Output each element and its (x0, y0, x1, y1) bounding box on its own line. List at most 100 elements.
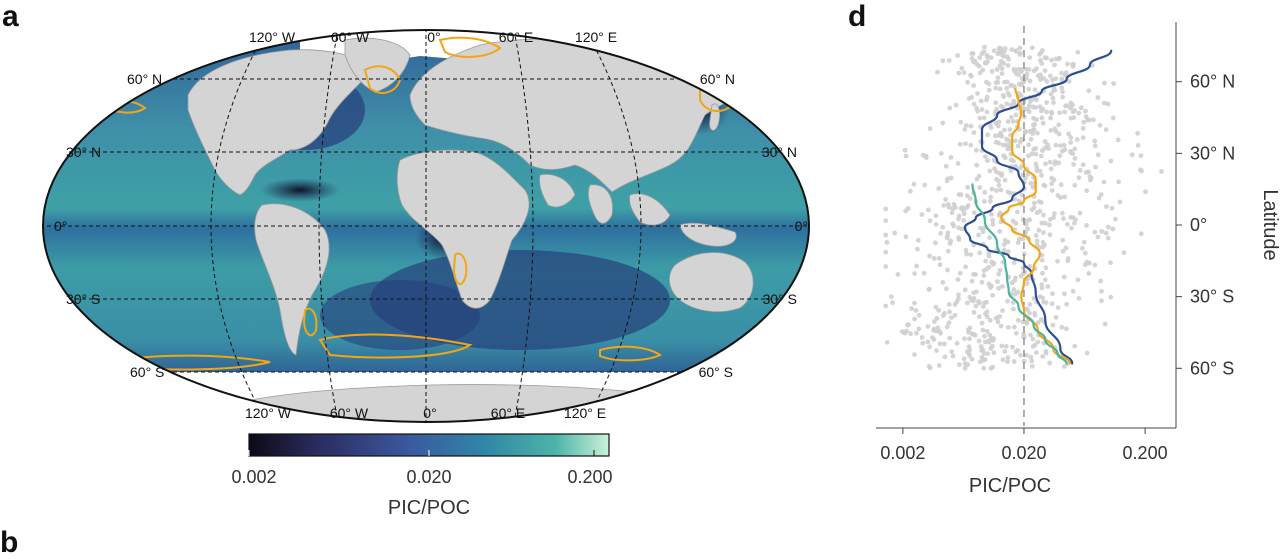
scatter-point (1043, 350, 1049, 356)
scatter-point (1115, 137, 1121, 143)
scatter-point (946, 302, 952, 307)
scatter-point (979, 320, 985, 326)
scatter-point (971, 101, 977, 107)
scatter-point (930, 335, 935, 340)
scatter-point (1076, 175, 1082, 181)
scatter-point (1159, 169, 1164, 174)
scatter-point (984, 109, 990, 115)
scatter-point (1037, 294, 1043, 300)
scatter-point (1028, 332, 1033, 338)
y-tick-label: 60° S (1190, 358, 1234, 378)
scatter-point (987, 235, 992, 241)
scatter-point (1102, 100, 1107, 106)
scatter-point (1135, 143, 1141, 148)
scatter-point (1027, 310, 1032, 316)
scatter-point (989, 259, 995, 265)
scatter-point (1063, 245, 1069, 251)
scatter-point (996, 119, 1002, 125)
scatter-point (1042, 68, 1048, 74)
scatter-point (946, 58, 952, 63)
scatter-point (1002, 127, 1007, 133)
scatter-point (1005, 355, 1011, 360)
scatter-point (920, 340, 926, 346)
lat-label-left-60s: 60° S (130, 364, 164, 380)
scatter-point (984, 266, 990, 272)
scatter-point (933, 222, 939, 227)
scatter-point (969, 278, 975, 284)
scatter-point (994, 188, 999, 193)
scatter-point (1038, 77, 1043, 82)
scatter-point (996, 285, 1001, 291)
scatter-point (982, 44, 987, 50)
scatter-point (1110, 115, 1116, 121)
scatter-point (993, 85, 999, 91)
scatter-point (969, 94, 975, 100)
scatter-point (1033, 146, 1039, 151)
scatter-point (1010, 300, 1016, 305)
scatter-point (971, 130, 977, 136)
scatter-point (1024, 71, 1030, 77)
contour-nz (768, 317, 790, 335)
scatter-point (993, 169, 999, 175)
scatter-point (1021, 358, 1027, 364)
scatter-point (980, 304, 986, 309)
bottom-lon-labels: 120° W 60° W 0° 60° E 120° E (245, 405, 606, 421)
scatter-point (1026, 67, 1032, 72)
scatter-point (945, 176, 951, 182)
scatter-point (1010, 344, 1015, 350)
scatter-point (980, 229, 986, 235)
scatter-point (975, 91, 980, 96)
scatter-point (902, 147, 908, 153)
scatter-point (927, 253, 932, 259)
scatter-point (1034, 350, 1039, 355)
scatter-point (1108, 260, 1113, 266)
se-asia (629, 193, 671, 226)
scatter-point (1027, 55, 1033, 60)
figure-canvas: 120° W 60° W 0° 60° E 120° E 120° W 60° … (42, 22, 1280, 519)
scatter-point (1099, 288, 1104, 294)
scatter-point (1059, 70, 1064, 76)
lat-label-right-60n: 60° N (700, 71, 735, 87)
scatter-point (1040, 48, 1045, 53)
scatter-point (1042, 183, 1048, 189)
scatter-point (1072, 156, 1078, 161)
scatter-point (934, 316, 940, 321)
scatter-point (986, 281, 992, 287)
australia (669, 252, 754, 313)
scatter-point (1060, 89, 1065, 95)
scatter-point (985, 351, 990, 357)
scatter-point (978, 225, 983, 231)
scatter-point (1011, 158, 1016, 164)
scatter-point (989, 343, 995, 349)
scatter-point (1143, 189, 1148, 195)
scatter-point (997, 86, 1003, 92)
lon-label-top-120w: 120° W (249, 29, 296, 45)
scatter-point (1002, 177, 1008, 183)
scatter-point (883, 218, 889, 224)
scatter-point (1031, 68, 1037, 74)
scatter-point (976, 173, 982, 179)
scatter-point (1026, 142, 1031, 148)
scatter-point (1060, 94, 1065, 100)
scatter-point (998, 323, 1004, 329)
scatter-point (1005, 90, 1011, 96)
scatter-point (1037, 52, 1042, 57)
scatter-point (936, 307, 942, 313)
scatter-point (976, 232, 981, 238)
scatter-point (968, 123, 974, 129)
scatter-point (1048, 127, 1054, 133)
scatter-point (1076, 296, 1082, 301)
scatter-point (884, 240, 890, 245)
scatter-point (950, 353, 956, 359)
scatter-point (938, 230, 943, 236)
scatter-point (1026, 109, 1032, 115)
scatter-point (1020, 236, 1026, 242)
scatter-point (963, 264, 968, 270)
scatter-point (931, 256, 937, 261)
series-line-2 (971, 183, 1068, 365)
scatter-point (1053, 142, 1059, 148)
scatter-point (968, 142, 974, 148)
series-layer (963, 49, 1113, 365)
scatter-point (1044, 100, 1049, 105)
scatter-point (1061, 364, 1067, 369)
